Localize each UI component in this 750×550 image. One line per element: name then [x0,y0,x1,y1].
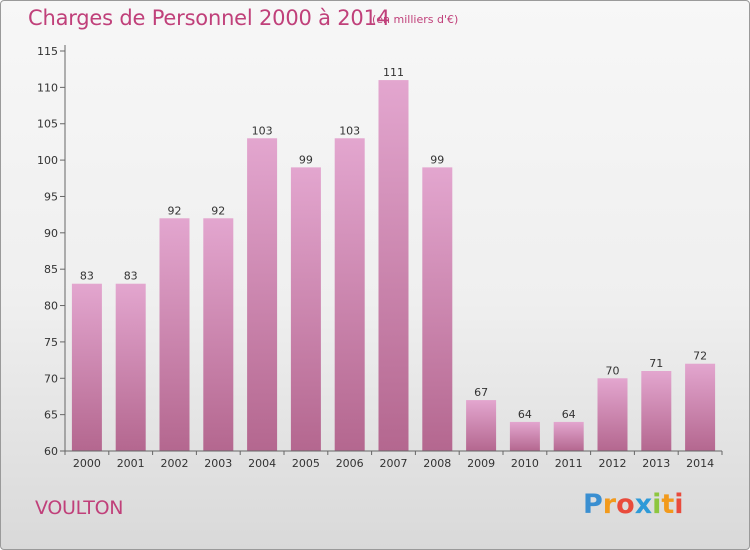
y-tick-label: 100 [37,154,58,167]
x-tick-label: 2012 [599,457,627,470]
x-tick-label: 2009 [467,457,495,470]
bar-value-label: 92 [168,204,182,217]
bar [685,363,716,451]
bar-value-label: 111 [383,66,404,79]
bar [597,378,628,451]
bar [641,371,672,451]
y-tick-label: 85 [44,263,58,276]
y-tick-label: 110 [37,81,58,94]
bar [466,400,497,451]
bar-value-label: 99 [299,153,313,166]
y-tick-label: 105 [37,118,58,131]
bar-value-label: 83 [80,270,94,283]
chart-subtitle: (en milliers d'€) [372,13,459,26]
x-tick-label: 2000 [73,457,101,470]
logo-letter: P [583,489,603,520]
logo-letter: t [661,489,675,520]
x-tick-label: 2011 [555,457,583,470]
logo-letter: i [652,489,662,520]
logo-letter: x [634,489,653,520]
bar-value-label: 64 [562,408,576,421]
bar-value-label: 83 [124,270,138,283]
bar-value-label: 103 [252,124,273,137]
bar-value-label: 64 [518,408,532,421]
x-tick-label: 2004 [248,457,276,470]
bar [203,218,234,451]
x-tick-label: 2005 [292,457,320,470]
bar [422,167,453,451]
x-tick-label: 2002 [161,457,189,470]
y-tick-label: 95 [44,190,58,203]
x-tick-label: 2014 [686,457,714,470]
bar-value-label: 71 [649,357,663,370]
logo-letter: o [616,489,635,520]
y-tick-label: 80 [44,300,58,313]
bar [378,80,409,451]
bar [159,218,190,451]
bar-value-label: 99 [430,153,444,166]
proxiti-logo: Proxiti [583,489,684,520]
x-tick-label: 2010 [511,457,539,470]
bar-value-label: 70 [606,364,620,377]
location-name: VOULTON [35,497,124,519]
bar [509,421,540,451]
bar [71,283,102,451]
x-tick-label: 2006 [336,457,364,470]
x-tick-label: 2007 [380,457,408,470]
y-tick-label: 115 [37,45,58,58]
y-tick-label: 75 [44,336,58,349]
x-tick-label: 2003 [204,457,232,470]
bar [553,421,584,451]
bar-value-label: 103 [339,124,360,137]
chart-title: Charges de Personnel 2000 à 2014 [28,6,390,30]
bar [247,138,278,452]
y-tick-label: 90 [44,227,58,240]
logo-letter: r [602,489,617,520]
x-tick-label: 2013 [642,457,670,470]
x-tick-label: 2001 [117,457,145,470]
y-tick-label: 70 [44,372,58,385]
bar [115,283,146,451]
y-tick-label: 65 [44,409,58,422]
logo-letter: i [674,489,684,520]
bar-value-label: 72 [693,350,707,363]
y-tick-label: 60 [44,445,58,458]
x-tick-label: 2008 [423,457,451,470]
bar [334,138,365,452]
bar-value-label: 92 [211,204,225,217]
bar-value-label: 67 [474,386,488,399]
bar [290,167,321,451]
